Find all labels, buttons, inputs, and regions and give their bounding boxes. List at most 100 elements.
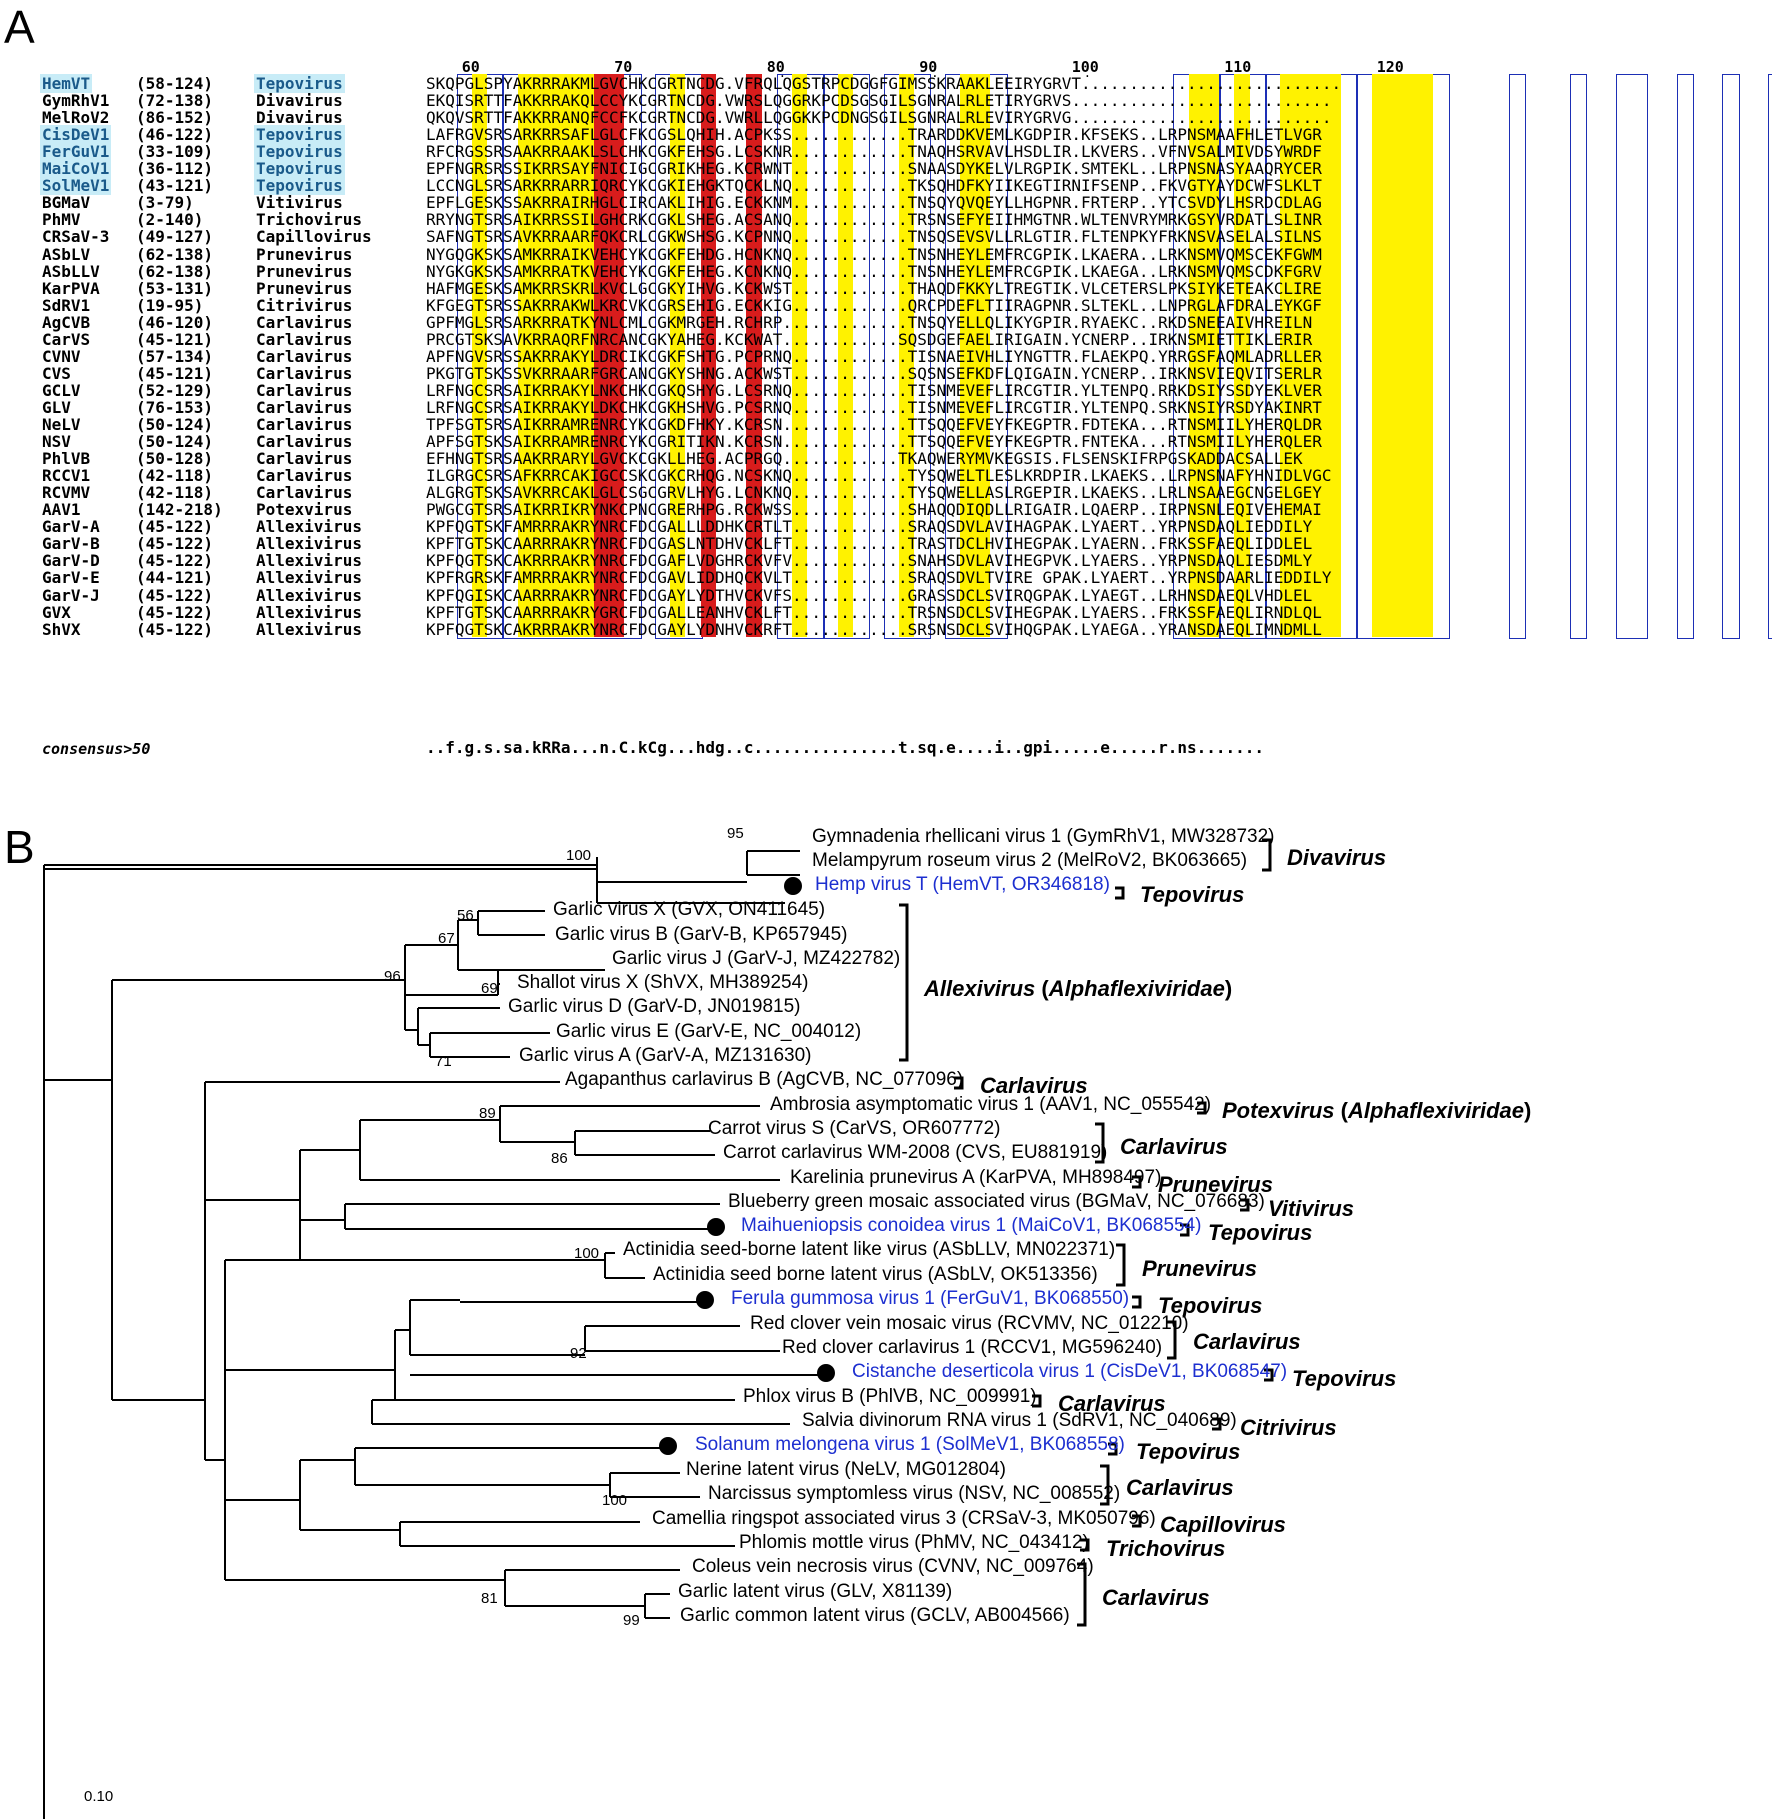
tree-leaf-label: Garlic virus X (GVX, ON411645): [553, 899, 826, 920]
genus-label: Allexivirus (Alphaflexiviridae): [924, 976, 1232, 1002]
genus-bracket: [1264, 1368, 1274, 1382]
sequence-name: CisDeV1: [40, 125, 112, 145]
ruler-number: 70: [614, 58, 633, 76]
similar-residue-block: [471, 74, 487, 637]
sequence-genus: Allexivirus: [256, 585, 362, 605]
sequence-residues: PKGTGTSKSSVKRRAARFGRCANCGKYSHNG.ACKWST..…: [426, 363, 1322, 383]
sequence-range: (46-120): [136, 312, 214, 332]
genus-label: Divavirus: [1287, 845, 1386, 871]
tree-leaf-label: Gymnadenia rhellicani virus 1 (GymRhV1, …: [812, 826, 1275, 847]
sequence-residues: APFSGTSKSAIKRRAMRENRCYKCGRITIKN.KCRSN...…: [426, 432, 1322, 452]
identical-residue-column: [609, 74, 625, 637]
sequence-residues: SAFNGTSRSAVKRRAARFQKCRLCGKWSHSG.KCPNNQ..…: [426, 227, 1322, 247]
genus-label: Carlavirus: [980, 1073, 1088, 1099]
sequence-range: (45-121): [136, 329, 214, 349]
ruler-dot: .: [626, 66, 634, 80]
sequence-genus: Carlavirus: [256, 397, 353, 417]
genus-name: Tepovirus: [1208, 1220, 1313, 1245]
new-virus-marker: [784, 877, 802, 895]
sequence-name: CVNV: [42, 346, 81, 366]
sequence-genus: Divavirus: [256, 108, 343, 128]
genus-label: Prunevirus: [1158, 1172, 1273, 1198]
new-virus-marker: [707, 1218, 725, 1236]
sequence-name: GLV: [42, 397, 71, 417]
new-virus-marker: [696, 1291, 714, 1309]
sequence-name: SdRV1: [42, 295, 91, 315]
sequence-residues: PWGCGTSRSAIKRRIKRYNKCPNCGRERHPG.RCKWSS..…: [426, 500, 1322, 520]
sequence-residues: RRYNGTSRSAIKRRSSILGHCRKCGKLSHEG.ACSANQ..…: [426, 210, 1322, 230]
sequence-residues: QKQVSRTTFAKKRRANQFCCFKCGRTNCDG.VWRLLQGGK…: [426, 108, 1332, 128]
paren: (: [1334, 1098, 1348, 1123]
sequence-name: GarV-E: [42, 568, 100, 588]
bootstrap-value: 56: [457, 907, 474, 924]
sequence-name: MaiCoV1: [40, 159, 112, 179]
genus-label: Trichovirus: [1106, 1536, 1225, 1562]
tree-leaf-label: Red clover carlavirus 1 (RCCV1, MG596240…: [782, 1337, 1163, 1358]
sequence-name: PhlVB: [42, 449, 91, 469]
tree-leaf-label: Garlic virus B (GarV-B, KP657945): [555, 924, 848, 945]
sequence-residues: ALGRGTSKSAVKRRCAKLGLCSGCGRVLHYG.LCNKNQ..…: [426, 483, 1322, 503]
sequence-residues: KPFQGTSKCAKRRRAKRYNRCFDCGAYLYDNHVCKRFT..…: [426, 619, 1322, 639]
sequence-genus: Carlavirus: [256, 466, 353, 486]
bootstrap-value: 100: [566, 847, 592, 864]
tree-leaf-label: Nerine latent virus (NeLV, MG012804): [686, 1459, 1006, 1480]
genus-bracket: [899, 903, 909, 1062]
sequence-residues: NYGKGKSKSAMKRRATKVEHCYKCGKFEHEG.KCNKNQ..…: [426, 261, 1322, 281]
genus-label: Carlavirus: [1193, 1329, 1301, 1355]
sequence-name: ASbLLV: [42, 261, 100, 281]
sequence-residues: LRFNGCSRSAIKRRAKYLDKCHKCGKHSHVG.PCSRNQ..…: [426, 397, 1322, 417]
genus-name: Potexvirus: [1222, 1098, 1335, 1123]
sequence-residues: TPFSGTSRSAIKRRAMRENRCYKCGKDFHKY.KCRSN...…: [426, 415, 1322, 434]
sequence-name: BGMaV: [42, 193, 91, 213]
sequence-genus: Allexivirus: [256, 517, 362, 537]
genus-name: Carlavirus: [980, 1073, 1088, 1098]
bootstrap-value: 96: [384, 968, 401, 985]
identical-residue-column: [700, 74, 716, 637]
genus-label: Citrivirus: [1240, 1415, 1337, 1441]
genus-name: Carlavirus: [1120, 1134, 1228, 1159]
sequence-range: (86-152): [136, 108, 214, 128]
genus-name: Carlavirus: [1193, 1329, 1301, 1354]
sequence-range: (45-122): [136, 602, 214, 622]
sequence-residues: ILGRGCSRSAFKRRCAKIGCCSKCGKCRHQG.NCSKNQ..…: [426, 466, 1332, 486]
genus-bracket: [1095, 1122, 1105, 1164]
genus-bracket: [1116, 1243, 1126, 1287]
sequence-genus: Carlavirus: [256, 380, 353, 400]
tree-leaf-label: Shallot virus X (ShVX, MH389254): [517, 972, 809, 993]
genus-label: Tepovirus: [1140, 882, 1244, 908]
sequence-residues: RFCRGSSRSAAKRRAAKLSLCHKCGKFEHSG.LCSKNR..…: [426, 142, 1322, 162]
ruler-number: 120: [1376, 58, 1404, 76]
tree-leaf-label: Karelinia prunevirus A (KarPVA, MH898497…: [790, 1167, 1162, 1188]
new-virus-marker: [817, 1364, 835, 1382]
genus-name: Carlavirus: [1058, 1391, 1166, 1416]
sequence-name: GarV-J: [42, 585, 100, 605]
genus-name: Prunevirus: [1142, 1256, 1257, 1281]
genus-bracket: [1080, 1538, 1090, 1552]
sequence-name: AgCVB: [42, 312, 91, 332]
genus-bracket: [1032, 1394, 1042, 1408]
genus-label: Carlavirus: [1120, 1134, 1228, 1160]
genus-name: Tepovirus: [1292, 1366, 1397, 1391]
tree-leaf-label: Blueberry green mosaic associated virus …: [728, 1191, 1265, 1212]
sequence-genus: Carlavirus: [256, 415, 353, 434]
sequence-range: (72-138): [136, 91, 214, 111]
sequence-residues: HAFMGESKSAMKRRSKRLKVCLGCGKYIHVG.KCKWST..…: [426, 278, 1322, 298]
sequence-name: GarV-B: [42, 534, 100, 554]
tree-leaf-label: Maihueniopsis conoidea virus 1 (MaiCoV1,…: [741, 1215, 1202, 1236]
tree-leaf-label: Hemp virus T (HemVT, OR346818): [815, 874, 1110, 895]
sequence-range: (45-122): [136, 619, 214, 639]
bootstrap-value: 100: [602, 1492, 628, 1509]
consensus-sequence: ..f.g.s.sa.kRRa...n.C.kCg...hdg..c......…: [426, 738, 1265, 757]
sequence-range: (52-129): [136, 380, 214, 400]
genus-bracket: [1132, 1175, 1142, 1189]
sequence-genus: Tepovirus: [254, 74, 345, 93]
sequence-residues: KPFQGTSKCAKRRRAKRYNRCFDCGAFLVDGHRCKVFV..…: [426, 551, 1313, 571]
sequence-genus: Citrivirus: [256, 295, 353, 315]
sequence-genus: Carlavirus: [256, 432, 353, 452]
ruler-dot: .: [1083, 66, 1091, 80]
sequence-residues: KPFRGRSKFAMRRRAKRYNRCFDCGAVLIDDHQCKVLT..…: [426, 568, 1332, 588]
genus-label: Capillovirus: [1160, 1512, 1286, 1538]
sequence-name: CRSaV-3: [42, 227, 110, 247]
ruler-dot: .: [1388, 66, 1396, 80]
ruler-number: 90: [919, 58, 938, 76]
